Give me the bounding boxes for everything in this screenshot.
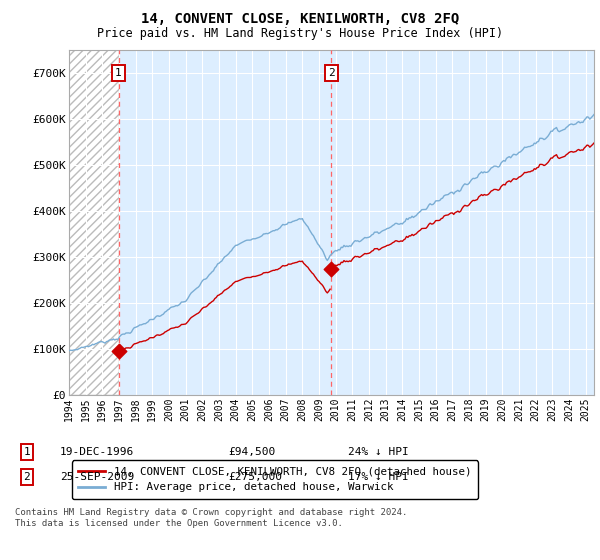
- Text: £275,000: £275,000: [228, 472, 282, 482]
- Point: [114, 347, 124, 356]
- Text: 25-SEP-2009: 25-SEP-2009: [60, 472, 134, 482]
- Text: 1: 1: [23, 447, 31, 457]
- Text: Price paid vs. HM Land Registry's House Price Index (HPI): Price paid vs. HM Land Registry's House …: [97, 27, 503, 40]
- Point: [326, 264, 336, 273]
- Text: Contains HM Land Registry data © Crown copyright and database right 2024.
This d: Contains HM Land Registry data © Crown c…: [15, 508, 407, 528]
- Text: 2: 2: [23, 472, 31, 482]
- Text: 17% ↓ HPI: 17% ↓ HPI: [348, 472, 409, 482]
- Bar: [69, 50, 119, 395]
- Text: £94,500: £94,500: [228, 447, 275, 457]
- Text: 19-DEC-1996: 19-DEC-1996: [60, 447, 134, 457]
- Text: 2: 2: [328, 68, 335, 78]
- Text: 24% ↓ HPI: 24% ↓ HPI: [348, 447, 409, 457]
- Text: 14, CONVENT CLOSE, KENILWORTH, CV8 2FQ: 14, CONVENT CLOSE, KENILWORTH, CV8 2FQ: [141, 12, 459, 26]
- Legend: 14, CONVENT CLOSE, KENILWORTH, CV8 2FQ (detached house), HPI: Average price, det: 14, CONVENT CLOSE, KENILWORTH, CV8 2FQ (…: [72, 460, 478, 499]
- Text: 1: 1: [115, 68, 122, 78]
